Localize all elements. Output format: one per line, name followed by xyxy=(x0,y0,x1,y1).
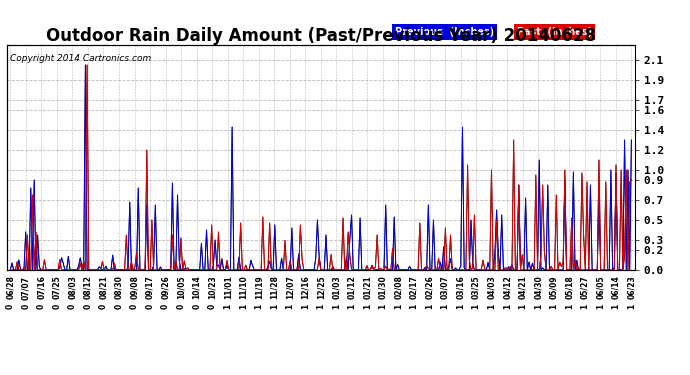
Title: Outdoor Rain Daily Amount (Past/Previous Year) 20140628: Outdoor Rain Daily Amount (Past/Previous… xyxy=(46,27,596,45)
Text: 01/03: 01/03 xyxy=(332,276,341,299)
Text: 1: 1 xyxy=(503,303,512,309)
Text: 05/27: 05/27 xyxy=(580,276,589,299)
Text: 11/28: 11/28 xyxy=(270,276,279,299)
Text: 1: 1 xyxy=(549,303,558,309)
Text: 0: 0 xyxy=(115,303,124,309)
Text: 06/28: 06/28 xyxy=(6,276,14,299)
Text: 0: 0 xyxy=(130,303,139,309)
Text: 1: 1 xyxy=(580,303,589,309)
Text: 1: 1 xyxy=(285,303,295,309)
Text: 01/21: 01/21 xyxy=(363,276,372,299)
Text: 0: 0 xyxy=(192,303,201,309)
Text: 1: 1 xyxy=(301,303,310,309)
Text: 04/21: 04/21 xyxy=(518,276,527,299)
Text: 05/09: 05/09 xyxy=(549,276,558,299)
Text: 10/05: 10/05 xyxy=(177,276,186,299)
Text: 1: 1 xyxy=(534,303,543,309)
Text: 1: 1 xyxy=(239,303,248,309)
Text: 1: 1 xyxy=(441,303,450,309)
Text: 10/14: 10/14 xyxy=(192,276,201,299)
Text: 1: 1 xyxy=(394,303,403,309)
Text: 11/19: 11/19 xyxy=(254,276,264,299)
Text: 1: 1 xyxy=(565,303,574,309)
Text: 07/25: 07/25 xyxy=(52,276,61,299)
Text: 1: 1 xyxy=(316,303,326,309)
Text: 1: 1 xyxy=(270,303,279,309)
Text: 03/25: 03/25 xyxy=(472,276,481,299)
Text: 07/16: 07/16 xyxy=(37,276,46,299)
Text: 09/17: 09/17 xyxy=(146,276,155,299)
Text: 04/30: 04/30 xyxy=(534,276,543,299)
Text: 08/30: 08/30 xyxy=(115,276,124,299)
Text: 05/18: 05/18 xyxy=(565,276,574,299)
Text: 1: 1 xyxy=(409,303,419,309)
Text: 12/07: 12/07 xyxy=(285,276,295,299)
Text: Previous  (Inches): Previous (Inches) xyxy=(395,27,494,37)
Text: 08/03: 08/03 xyxy=(68,276,77,299)
Text: 0: 0 xyxy=(52,303,61,309)
Text: 0: 0 xyxy=(37,303,46,309)
Text: 1: 1 xyxy=(472,303,481,309)
Text: 02/08: 02/08 xyxy=(394,276,403,299)
Text: 0: 0 xyxy=(68,303,77,309)
Text: 07/07: 07/07 xyxy=(21,276,30,300)
Text: 09/26: 09/26 xyxy=(161,276,170,299)
Text: 1: 1 xyxy=(456,303,465,309)
Text: 1: 1 xyxy=(223,303,233,309)
Text: 0: 0 xyxy=(83,303,92,309)
Text: 1: 1 xyxy=(378,303,388,309)
Text: 1: 1 xyxy=(254,303,264,309)
Text: 0: 0 xyxy=(161,303,170,309)
Text: 06/14: 06/14 xyxy=(611,276,620,299)
Text: 1: 1 xyxy=(596,303,605,309)
Text: 0: 0 xyxy=(6,303,14,309)
Text: 08/12: 08/12 xyxy=(83,276,92,299)
Text: 1: 1 xyxy=(627,303,636,309)
Text: 0: 0 xyxy=(177,303,186,309)
Text: 03/07: 03/07 xyxy=(441,276,450,299)
Text: Copyright 2014 Cartronics.com: Copyright 2014 Cartronics.com xyxy=(10,54,151,63)
Text: 10/23: 10/23 xyxy=(208,276,217,299)
Text: 04/03: 04/03 xyxy=(487,276,496,299)
Text: 06/23: 06/23 xyxy=(627,276,636,299)
Text: 08/21: 08/21 xyxy=(99,276,108,299)
Text: 02/26: 02/26 xyxy=(425,276,434,299)
Text: Past  (Inches): Past (Inches) xyxy=(517,27,592,37)
Text: 11/10: 11/10 xyxy=(239,276,248,299)
Text: 06/05: 06/05 xyxy=(596,276,605,299)
Text: 0: 0 xyxy=(99,303,108,309)
Text: 1: 1 xyxy=(332,303,341,309)
Text: 1: 1 xyxy=(363,303,372,309)
Text: 1: 1 xyxy=(347,303,357,309)
Text: 01/12: 01/12 xyxy=(347,276,357,299)
Text: 09/08: 09/08 xyxy=(130,276,139,299)
Text: 1: 1 xyxy=(518,303,527,309)
Text: 03/16: 03/16 xyxy=(456,276,465,299)
Text: 01/30: 01/30 xyxy=(378,276,388,299)
Text: 12/16: 12/16 xyxy=(301,276,310,299)
Text: 1: 1 xyxy=(487,303,496,309)
Text: 1: 1 xyxy=(611,303,620,309)
Text: 1: 1 xyxy=(425,303,434,309)
Text: 04/12: 04/12 xyxy=(503,276,512,299)
Text: 11/01: 11/01 xyxy=(223,276,233,299)
Text: 12/25: 12/25 xyxy=(316,276,326,299)
Text: 0: 0 xyxy=(146,303,155,309)
Text: 02/17: 02/17 xyxy=(409,276,419,299)
Text: 0: 0 xyxy=(208,303,217,309)
Text: 0: 0 xyxy=(21,303,30,309)
